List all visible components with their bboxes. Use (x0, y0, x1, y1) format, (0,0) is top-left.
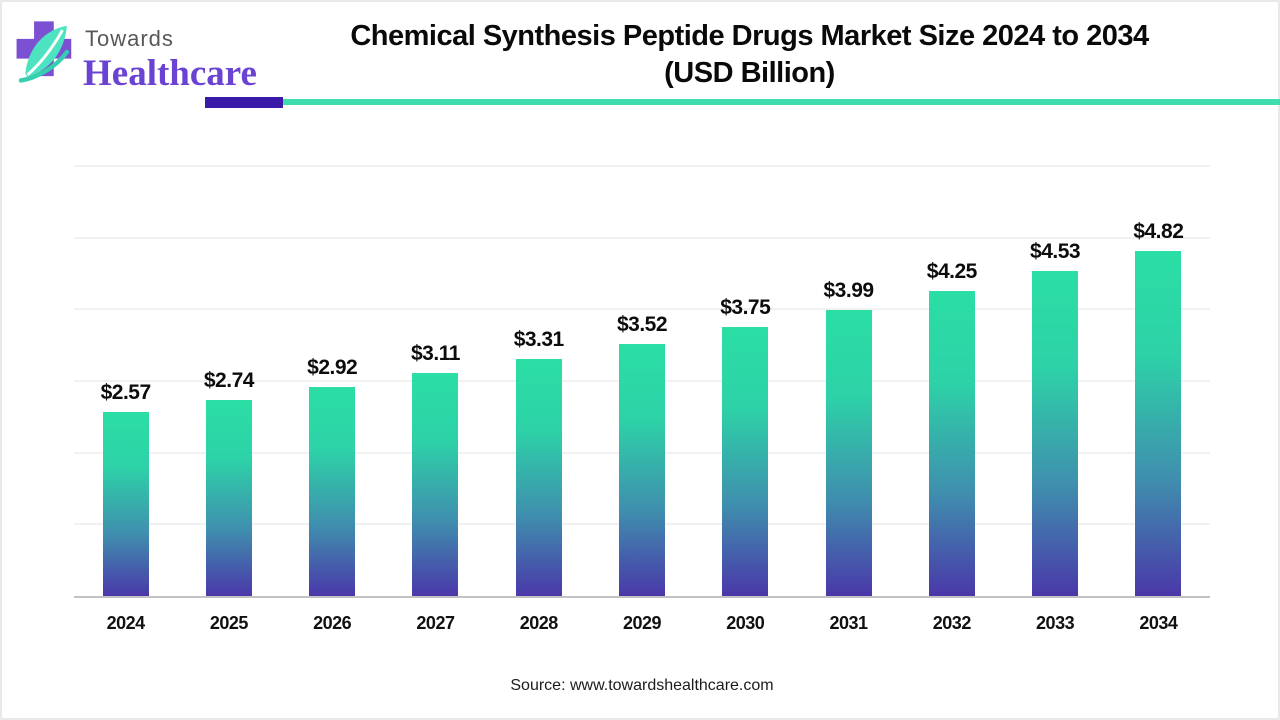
x-tick-label: 2028 (519, 613, 559, 633)
bar-value-label: $4.53 (1030, 240, 1081, 264)
chart-title: Chemical Synthesis Peptide Drugs Market … (227, 18, 1272, 92)
brand-logo: Towards Healthcare (10, 14, 310, 98)
bar-value-label: $3.11 (411, 342, 460, 366)
bar-value-label: $4.82 (1133, 219, 1184, 243)
x-tick-label: 2029 (622, 613, 662, 633)
bar-2024 (102, 411, 149, 596)
bar-2029 (619, 343, 665, 596)
x-tick-label: 2025 (209, 613, 249, 633)
x-tick-label: 2026 (313, 613, 352, 633)
bar-2032 (928, 291, 975, 596)
x-tick-label: 2027 (416, 613, 455, 633)
bar-value-label: $2.92 (307, 355, 358, 379)
x-tick-label: 2034 (1139, 613, 1178, 633)
brand-name-towards: Towards (85, 26, 174, 51)
chart-title-line1: Chemical Synthesis Peptide Drugs Market … (350, 20, 1149, 52)
source-text: Source: www.towardshealthcare.com (510, 677, 774, 694)
brand-name-healthcare: Healthcare (83, 53, 257, 94)
chart-title-line2: (USD Billion) (664, 57, 835, 89)
x-tick-label: 2032 (932, 613, 972, 633)
bar-2025 (205, 399, 252, 596)
bar-2033 (1032, 271, 1079, 596)
bar-value-label: $3.75 (720, 296, 771, 320)
bar-value-label: $3.31 (513, 327, 565, 351)
cross-and-leaf-icon (16, 21, 72, 83)
gridline (74, 165, 1210, 167)
bar-2030 (722, 327, 769, 596)
bar-value-label: $2.57 (100, 380, 152, 404)
bar-2034 (1135, 250, 1182, 596)
x-tick-label: 2024 (106, 613, 146, 633)
x-tick-label: 2031 (829, 613, 869, 633)
gridline (74, 236, 1210, 239)
plot-area: $2.57 2024 $2.74 2025 $2.92 2026 $3.11 2027 $3.3… (74, 165, 1210, 633)
x-tick-label: 2033 (1036, 613, 1075, 633)
header-accent-purple-bar (205, 97, 283, 108)
bar-value-label: $2.74 (203, 368, 255, 392)
x-tick-label: 2030 (726, 613, 765, 633)
bar-value-label: $3.99 (823, 279, 875, 303)
x-axis-line (74, 596, 1210, 598)
bar-2028 (515, 358, 562, 596)
bar-2026 (309, 386, 356, 596)
bar-2027 (412, 373, 459, 596)
bar-value-label: $4.25 (926, 260, 978, 284)
header-accent-teal-line (283, 99, 1280, 105)
bar-value-label: $3.52 (616, 312, 668, 336)
bar-2031 (825, 310, 872, 596)
gridline (74, 308, 1210, 311)
